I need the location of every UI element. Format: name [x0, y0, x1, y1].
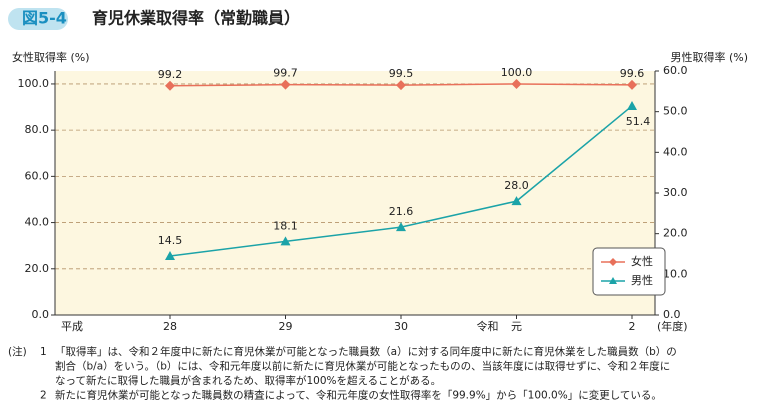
legend-box	[592, 247, 666, 296]
marker	[511, 196, 522, 206]
y-tick-label: 60.0	[25, 169, 50, 182]
note-line: 割合（b/a）をいう。（b）には、令和元年度以前に新たに育児休業が可能となったも…	[55, 360, 670, 373]
marker	[396, 80, 406, 91]
marker	[165, 251, 175, 261]
x-tick-label: 2	[629, 320, 636, 333]
x-era: 令和	[477, 319, 499, 333]
y2-tick-label: 10.0	[663, 267, 688, 280]
data-label: 28.0	[504, 179, 529, 192]
y-tick-label: 40.0	[25, 216, 50, 229]
marker	[396, 222, 406, 232]
badge-bg	[8, 8, 68, 30]
y2-label: 男性取得率 (%)	[670, 50, 748, 64]
legend-marker	[609, 277, 617, 284]
y-tick-label: 100.0	[18, 77, 50, 90]
y-tick-label: 0.0	[32, 308, 50, 321]
badge: 図5-4	[22, 9, 67, 28]
note-marker: (注)	[8, 345, 27, 358]
y-tick-label: 80.0	[25, 123, 50, 136]
y2-tick-label: 20.0	[663, 227, 688, 240]
y2-tick-label: 30.0	[663, 186, 688, 199]
legend-label: 男性	[631, 273, 653, 287]
marker	[280, 236, 291, 246]
y-tick-label: 20.0	[25, 262, 50, 275]
title: 育児休業取得率（常勤職員）	[92, 9, 300, 28]
marker	[511, 78, 522, 89]
y2-tick-label: 50.0	[663, 105, 688, 118]
marker	[627, 79, 637, 90]
note-line: 新たに育児休業が可能となった職員数の精査によって、令和元年度の女性取得率を「99…	[55, 389, 662, 402]
x-tick-label: 30	[394, 320, 408, 333]
data-label: 21.6	[389, 205, 414, 218]
x-unit: (年度)	[657, 319, 688, 333]
data-label: 51.4	[626, 115, 651, 128]
y2-tick-label: 40.0	[663, 145, 688, 158]
data-label: 18.1	[273, 219, 298, 232]
note-line: なって新たに取得した職員が含まれるため、取得率が100%を超えることがある。	[55, 374, 441, 387]
legend-label: 女性	[631, 254, 653, 268]
data-label: 99.5	[389, 67, 414, 80]
data-label: 99.6	[620, 67, 645, 80]
note-number: 1	[40, 346, 47, 358]
marker	[627, 100, 637, 110]
x-tick-label: 元	[511, 320, 522, 333]
plot-bg	[55, 71, 655, 315]
data-label: 99.7	[273, 67, 298, 80]
x-era: 平成	[61, 320, 83, 333]
data-label: 14.5	[158, 234, 183, 247]
y2-tick-label: 0.0	[663, 308, 681, 321]
y-label: 女性取得率 (%)	[12, 50, 90, 64]
x-tick-label: 28	[163, 320, 177, 333]
y2-tick-label: 60.0	[663, 64, 688, 77]
x-tick-label: 29	[279, 320, 293, 333]
data-label: 100.0	[501, 66, 533, 79]
data-label: 99.2	[158, 68, 183, 81]
marker	[165, 80, 175, 91]
legend-marker	[609, 258, 617, 266]
marker	[280, 79, 291, 90]
note-line: 「取得率」は、令和２年度中に新たに育児休業が可能となった職員数（a）に対する同年…	[55, 345, 677, 358]
note-number: 2	[40, 390, 47, 402]
